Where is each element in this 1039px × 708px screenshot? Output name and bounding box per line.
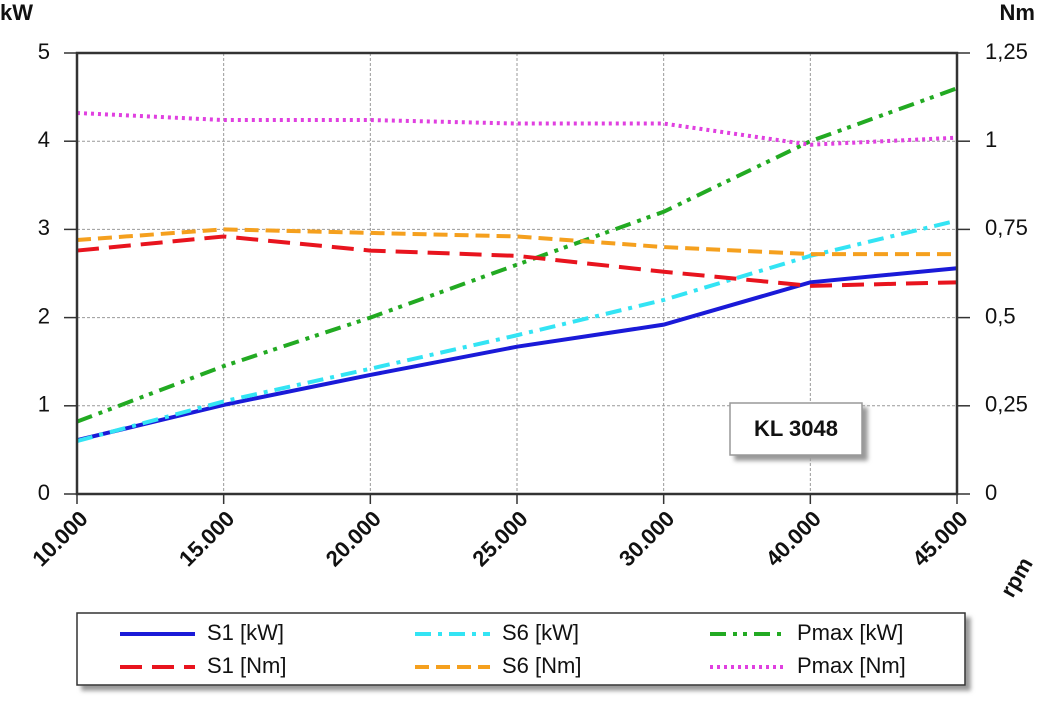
plot-frame [75,51,959,496]
legend-box [76,612,966,686]
x-tick-label: 40.000 [761,506,826,571]
series-line [76,227,957,257]
y2-tick-label: 0 [985,480,997,505]
x-axis-label: rpm [995,553,1037,601]
y-tick-label: 1 [38,392,50,417]
series-line [76,234,958,288]
series-line [76,86,958,424]
x-tick-label: 30.000 [614,506,679,571]
y2-tick-label: 0,5 [985,303,1016,328]
legend-label: S1 [Nm] [207,653,286,678]
x-tick-label: 20.000 [321,506,386,571]
y2-tick-label: 0,25 [985,392,1028,417]
series-line [76,266,958,443]
annotation-box [729,402,863,456]
legend-label: S6 [Nm] [502,653,581,678]
series-line [76,110,958,147]
y-tick-label: 3 [38,215,50,240]
legend-label: S6 [kW] [502,620,579,645]
y-tick-label: 4 [38,127,50,152]
annotation: KL 3048 [754,416,838,441]
y-axis-label: kW [0,0,33,25]
legend-label: Pmax [Nm] [797,653,906,678]
y2-tick-label: 0,75 [985,215,1028,240]
x-tick-label: 45.000 [907,506,972,571]
y2-tick-label: 1,25 [985,39,1028,64]
y2-tick-label: 1 [985,127,997,152]
series-line [76,218,958,444]
y-tick-label: 0 [38,480,50,505]
x-tick-label: 10.000 [27,506,92,571]
legend-label: Pmax [kW] [797,620,903,645]
x-tick-label: 25.000 [467,506,532,571]
x-tick-label: 15.000 [174,506,239,571]
legend-label: S1 [kW] [207,620,284,645]
y-tick-label: 2 [38,303,50,328]
y2-axis-label: Nm [1000,0,1035,25]
y-tick-label: 5 [38,39,50,64]
